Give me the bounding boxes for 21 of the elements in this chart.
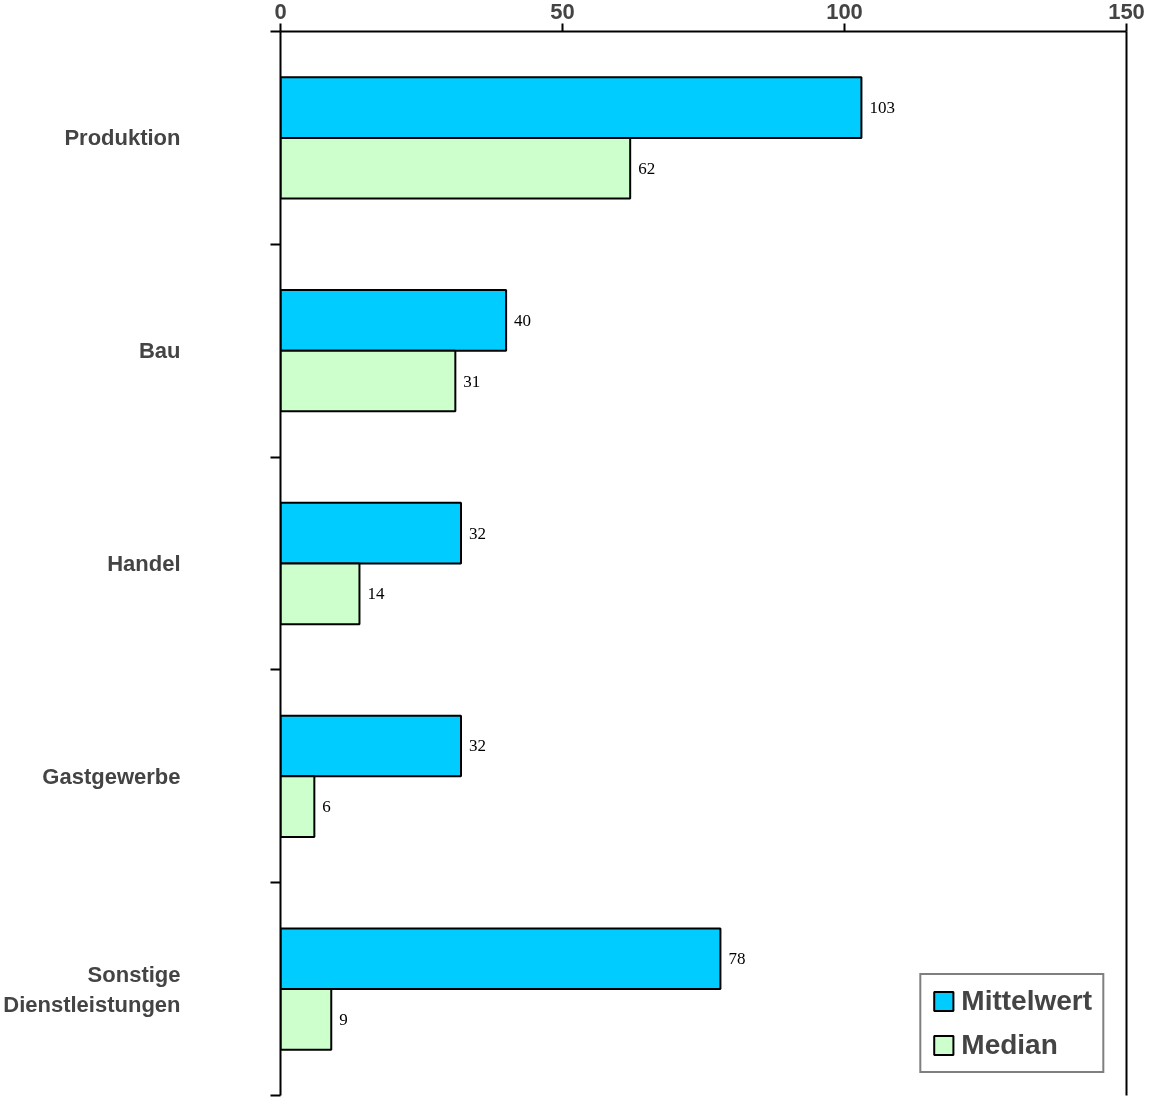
y-tick-label: Gastgewerbe xyxy=(42,763,181,789)
x-tick-label: 50 xyxy=(550,0,575,24)
data-label: 14 xyxy=(367,584,385,604)
y-tick-label: Handel xyxy=(107,551,181,576)
legend-label: Mittelwert xyxy=(961,985,1092,1017)
y-tick-label: Produktion xyxy=(64,125,181,151)
y-tick-label: Bau xyxy=(138,338,181,364)
data-label: 78 xyxy=(728,949,746,969)
legend-label: Median xyxy=(961,1029,1058,1061)
x-tick-label: 150 xyxy=(1108,0,1145,24)
data-label: 103 xyxy=(869,98,895,118)
y-tick-label: Sonstige Dienstleistungen xyxy=(3,961,181,1017)
data-label: 32 xyxy=(468,736,486,756)
data-label: 9 xyxy=(339,1009,348,1029)
data-label: 62 xyxy=(638,158,656,178)
data-label: 32 xyxy=(468,523,486,543)
data-label: 40 xyxy=(514,310,532,330)
x-tick-label: 100 xyxy=(826,0,863,24)
data-label: 6 xyxy=(322,797,331,817)
data-label: 31 xyxy=(463,371,481,391)
x-tick-label: 0 xyxy=(274,0,287,24)
